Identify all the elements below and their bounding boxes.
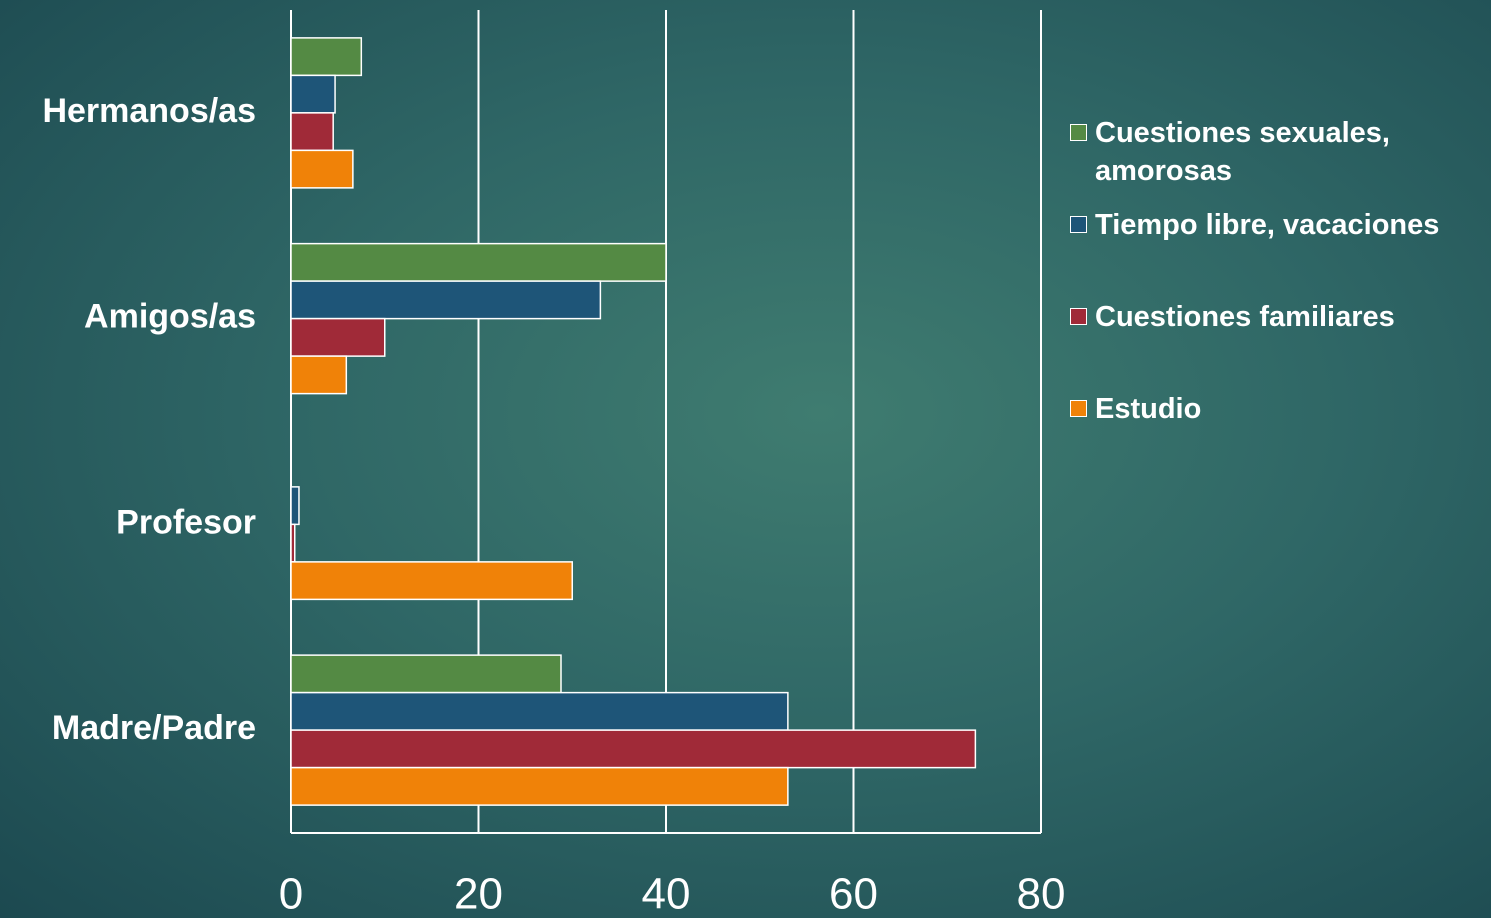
bar: [290, 355, 348, 395]
x-tick-label: 80: [1017, 870, 1066, 918]
legend-swatch: [1070, 124, 1087, 141]
legend-swatch: [1070, 308, 1087, 325]
legend-label: Tiempo libre, vacaciones: [1095, 209, 1440, 241]
legend-label: Estudio: [1095, 393, 1202, 425]
x-tick-label: 0: [279, 870, 303, 918]
legend-item: Cuestiones sexuales, amorosas: [1070, 114, 1488, 206]
x-tick-label: 20: [454, 870, 503, 918]
bar: [290, 149, 354, 189]
bar: [290, 242, 667, 282]
bar: [290, 486, 300, 526]
bar: [290, 317, 386, 357]
legend: Cuestiones sexuales, amorosas Tiempo libr…: [1070, 114, 1488, 482]
y-tick-label: Madre/Padre: [52, 709, 256, 747]
y-tick-label: Hermanos/as: [42, 92, 256, 130]
bar: [290, 691, 789, 731]
legend-item: Tiempo libre, vacaciones: [1070, 206, 1488, 298]
x-tick-label: 40: [642, 870, 691, 918]
bar: [290, 112, 334, 152]
x-tick-label: 60: [829, 870, 878, 918]
bar: [290, 766, 789, 806]
bar: [290, 74, 336, 114]
legend-label: Cuestiones sexuales, amorosas: [1095, 117, 1390, 187]
legend-swatch: [1070, 400, 1087, 417]
legend-label: Cuestiones familiares: [1095, 301, 1395, 333]
bar: [290, 729, 977, 769]
legend-item: Cuestiones familiares: [1070, 298, 1488, 390]
bar: [290, 37, 363, 77]
bar: [290, 523, 296, 563]
bar: [290, 654, 562, 694]
y-tick-label: Amigos/as: [84, 298, 256, 336]
legend-swatch: [1070, 216, 1087, 233]
bar: [290, 280, 602, 320]
y-tick-label: Profesor: [116, 503, 256, 541]
bar: [290, 561, 573, 601]
legend-item: Estudio: [1070, 390, 1488, 482]
